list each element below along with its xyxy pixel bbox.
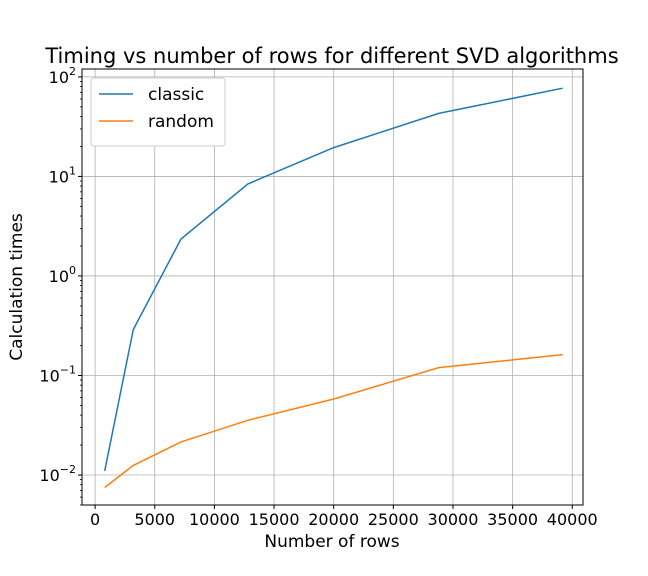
y-axis-ticks: 10−2 10−1 100 101 102 <box>39 65 82 506</box>
y-tick-label: 10−2 <box>39 463 76 485</box>
y-tick-label: 102 <box>49 65 76 87</box>
x-tick-label: 10000 <box>189 510 240 529</box>
legend-box <box>90 77 226 147</box>
x-tick-label: 0 <box>90 510 100 529</box>
x-tick-label: 20000 <box>308 510 359 529</box>
series-line-classic <box>103 87 563 472</box>
y-tick-label: 101 <box>49 164 76 186</box>
plot-frame <box>81 68 584 506</box>
x-tick-label: 30000 <box>428 510 479 529</box>
y-tick-label: 10−1 <box>39 363 76 385</box>
x-tick-label: 35000 <box>487 510 538 529</box>
chart-title: Timing vs number of rows for different S… <box>44 44 618 68</box>
legend-label-classic: classic <box>148 85 204 105</box>
x-tick-label: 5000 <box>134 510 175 529</box>
y-axis-label: Calculation times <box>7 213 27 361</box>
series-line-random <box>104 353 563 489</box>
grid <box>82 69 583 505</box>
x-tick-label: 40000 <box>547 510 598 529</box>
y-tick-label: 100 <box>49 264 76 286</box>
x-axis-ticks: 0 5000 10000 15000 20000 25000 30000 35000 40000 <box>90 505 598 529</box>
legend-label-random: random <box>148 112 214 132</box>
x-tick-label: 15000 <box>249 510 300 529</box>
legend: classic random <box>90 77 226 147</box>
series-lines <box>103 87 563 489</box>
x-tick-label: 25000 <box>368 510 419 529</box>
x-axis-label: Number of rows <box>264 532 399 552</box>
